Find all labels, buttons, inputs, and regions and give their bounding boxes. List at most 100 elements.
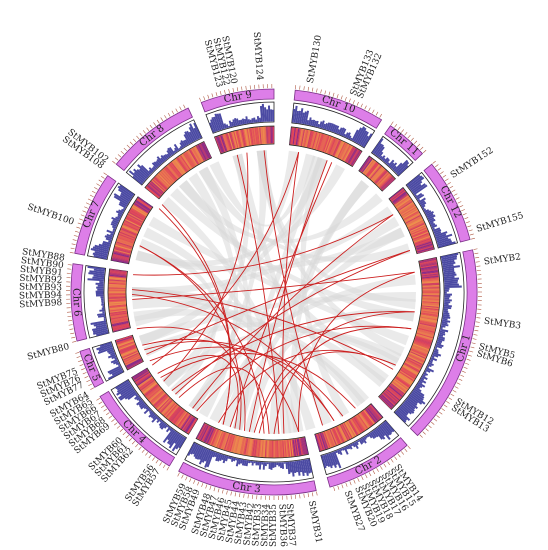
heatmap-cell	[341, 423, 351, 440]
chromosome-tick	[239, 493, 241, 498]
histogram-bar	[441, 323, 449, 327]
histogram-bar	[425, 210, 432, 215]
histogram-bar	[133, 171, 146, 182]
heatmap-cell	[109, 274, 127, 278]
histogram-bar	[166, 153, 171, 158]
histogram-bar	[107, 365, 121, 374]
heatmap-cell	[247, 438, 252, 456]
chromosome-tick	[475, 261, 480, 263]
chromosome-tick	[228, 88, 230, 93]
chromosome-tick	[71, 336, 76, 339]
chromosome-tick	[444, 178, 449, 182]
histogram-bar	[442, 264, 454, 268]
chromosome-tick	[69, 328, 74, 330]
heatmap-cell	[222, 433, 230, 450]
histogram-bar	[108, 240, 112, 244]
heatmap-cell	[342, 423, 352, 439]
histogram-track	[83, 101, 465, 483]
histogram-bar	[433, 350, 439, 354]
histogram-bar	[427, 363, 432, 368]
heatmap-cell	[398, 201, 414, 213]
heatmap-cell	[218, 431, 226, 449]
histogram-bar	[413, 388, 425, 397]
heatmap-cell	[148, 388, 162, 401]
heatmap-cell	[415, 337, 432, 345]
heatmap-cell	[287, 439, 291, 457]
myb-link	[157, 355, 239, 429]
histogram-bar	[333, 451, 342, 469]
heatmap-cell	[422, 301, 440, 304]
heatmap-cell	[360, 412, 371, 427]
chromosome-tick	[159, 462, 162, 466]
heatmap-cell	[420, 266, 438, 271]
heatmap-cell	[179, 413, 190, 429]
heatmap-cell	[412, 344, 429, 352]
heatmap-cell	[420, 265, 438, 270]
heatmap-cell	[119, 345, 136, 354]
heatmap-cell	[298, 128, 303, 146]
heatmap-cell	[115, 244, 132, 251]
heatmap-cell	[419, 321, 437, 327]
histogram-bar	[264, 107, 267, 122]
heatmap-cell	[404, 361, 421, 371]
heatmap-cell	[144, 384, 159, 397]
myb-link	[263, 150, 323, 426]
histogram-bar	[417, 198, 421, 202]
chromosome-tick	[221, 489, 224, 494]
histogram-bar	[343, 446, 349, 455]
heatmap-cell	[346, 421, 356, 437]
heatmap-cell	[393, 194, 409, 206]
histogram-bar	[206, 451, 215, 468]
heatmap-cell	[352, 417, 363, 433]
histogram-bar	[406, 397, 418, 407]
chromosome-tick	[475, 321, 480, 323]
chromosome-tick	[368, 472, 372, 477]
histogram-bar	[329, 452, 337, 468]
histogram-bar	[412, 389, 425, 399]
heatmap-cell	[373, 169, 387, 183]
heatmap-cell	[363, 410, 375, 425]
heatmap-cell	[125, 218, 141, 228]
heatmap-cell	[338, 142, 347, 159]
chromosome-tick	[120, 150, 125, 155]
histogram-bar	[440, 326, 443, 330]
heatmap-cell	[368, 406, 380, 420]
histogram-bar	[406, 174, 421, 187]
histogram-bar	[194, 445, 203, 460]
heatmap-cell	[399, 202, 415, 213]
histogram-bar	[165, 426, 171, 433]
histogram-bar	[213, 116, 220, 131]
histogram-bar	[346, 132, 351, 139]
heatmap-cell	[350, 149, 360, 165]
heatmap-cell	[128, 211, 145, 221]
heatmap-cell	[242, 129, 247, 147]
heatmap-cell	[316, 133, 324, 151]
heatmap-cell	[239, 437, 245, 455]
heatmap-cell	[138, 377, 153, 388]
heatmap-cell	[419, 319, 437, 325]
heatmap-cell	[339, 424, 349, 441]
heatmap-cell	[108, 298, 126, 301]
myb-link	[229, 162, 333, 428]
heatmap-cell	[288, 439, 292, 457]
heatmap-cell	[183, 416, 194, 432]
myb-link	[175, 250, 410, 395]
heatmap-cell	[294, 128, 299, 146]
chromosome-tick	[189, 478, 192, 483]
heatmap-cell	[122, 352, 139, 361]
histogram-bar	[419, 378, 427, 384]
histogram-bar	[443, 304, 452, 308]
heatmap-cell	[260, 440, 263, 457]
chromosome-tick	[453, 193, 458, 196]
heatmap-cell	[227, 132, 234, 150]
histogram-bar	[95, 282, 104, 286]
chromosome-tick	[162, 464, 166, 469]
histogram-bar	[101, 299, 104, 303]
chromosome-tick	[128, 438, 132, 442]
heatmap-cell	[123, 354, 140, 363]
myb-link	[192, 214, 394, 409]
heatmap-cell	[276, 440, 279, 458]
histogram-bar	[279, 462, 283, 469]
histogram-bar	[332, 124, 338, 133]
heatmap-cell	[347, 420, 358, 436]
